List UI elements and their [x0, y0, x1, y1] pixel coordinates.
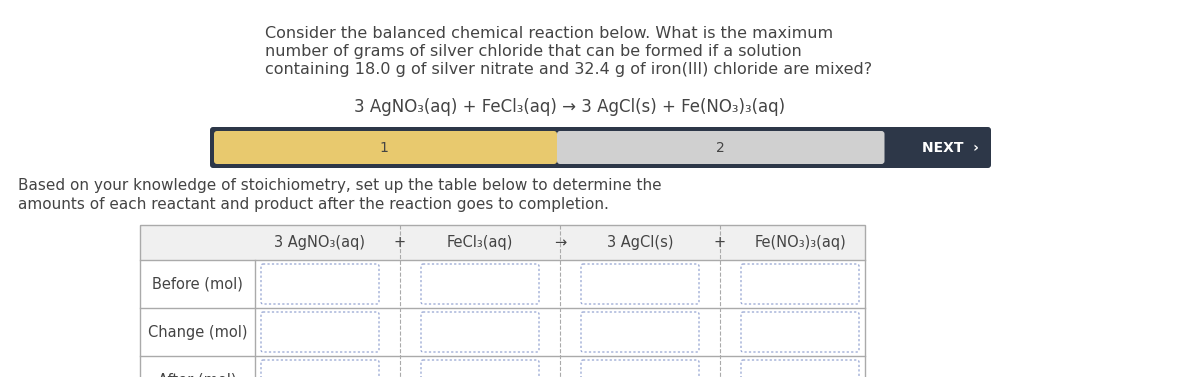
FancyBboxPatch shape [262, 360, 379, 377]
FancyBboxPatch shape [742, 360, 859, 377]
Text: Change (mol): Change (mol) [148, 325, 247, 340]
FancyBboxPatch shape [581, 312, 698, 352]
Text: +: + [394, 235, 406, 250]
FancyBboxPatch shape [421, 360, 539, 377]
Text: Based on your knowledge of stoichiometry, set up the table below to determine th: Based on your knowledge of stoichiometry… [18, 178, 661, 193]
Text: 3 AgNO₃(aq): 3 AgNO₃(aq) [275, 235, 366, 250]
Text: 2: 2 [716, 141, 725, 155]
FancyBboxPatch shape [581, 360, 698, 377]
FancyBboxPatch shape [742, 264, 859, 304]
FancyBboxPatch shape [421, 312, 539, 352]
Text: containing 18.0 g of silver nitrate and 32.4 g of iron(III) chloride are mixed?: containing 18.0 g of silver nitrate and … [265, 62, 872, 77]
Text: NEXT  ›: NEXT › [922, 141, 978, 155]
Text: number of grams of silver chloride that can be formed if a solution: number of grams of silver chloride that … [265, 44, 802, 59]
Text: FeCl₃(aq): FeCl₃(aq) [446, 235, 514, 250]
Text: 3 AgNO₃(aq) + FeCl₃(aq) → 3 AgCl(s) + Fe(NO₃)₃(aq): 3 AgNO₃(aq) + FeCl₃(aq) → 3 AgCl(s) + Fe… [354, 98, 786, 116]
Text: →: → [554, 235, 566, 250]
Text: Consider the balanced chemical reaction below. What is the maximum: Consider the balanced chemical reaction … [265, 26, 833, 41]
FancyBboxPatch shape [214, 131, 557, 164]
FancyBboxPatch shape [262, 264, 379, 304]
Text: 1: 1 [379, 141, 388, 155]
FancyBboxPatch shape [210, 127, 991, 168]
Text: After (mol): After (mol) [158, 372, 236, 377]
FancyBboxPatch shape [742, 312, 859, 352]
FancyBboxPatch shape [421, 264, 539, 304]
FancyBboxPatch shape [581, 264, 698, 304]
FancyBboxPatch shape [557, 131, 884, 164]
Text: Fe(NO₃)₃(aq): Fe(NO₃)₃(aq) [754, 235, 846, 250]
Text: 3 AgCl(s): 3 AgCl(s) [607, 235, 673, 250]
Text: amounts of each reactant and product after the reaction goes to completion.: amounts of each reactant and product aft… [18, 197, 608, 212]
Bar [140, 225, 865, 377]
Bar [140, 225, 865, 260]
FancyBboxPatch shape [262, 312, 379, 352]
Text: +: + [714, 235, 726, 250]
Text: Before (mol): Before (mol) [152, 276, 242, 291]
